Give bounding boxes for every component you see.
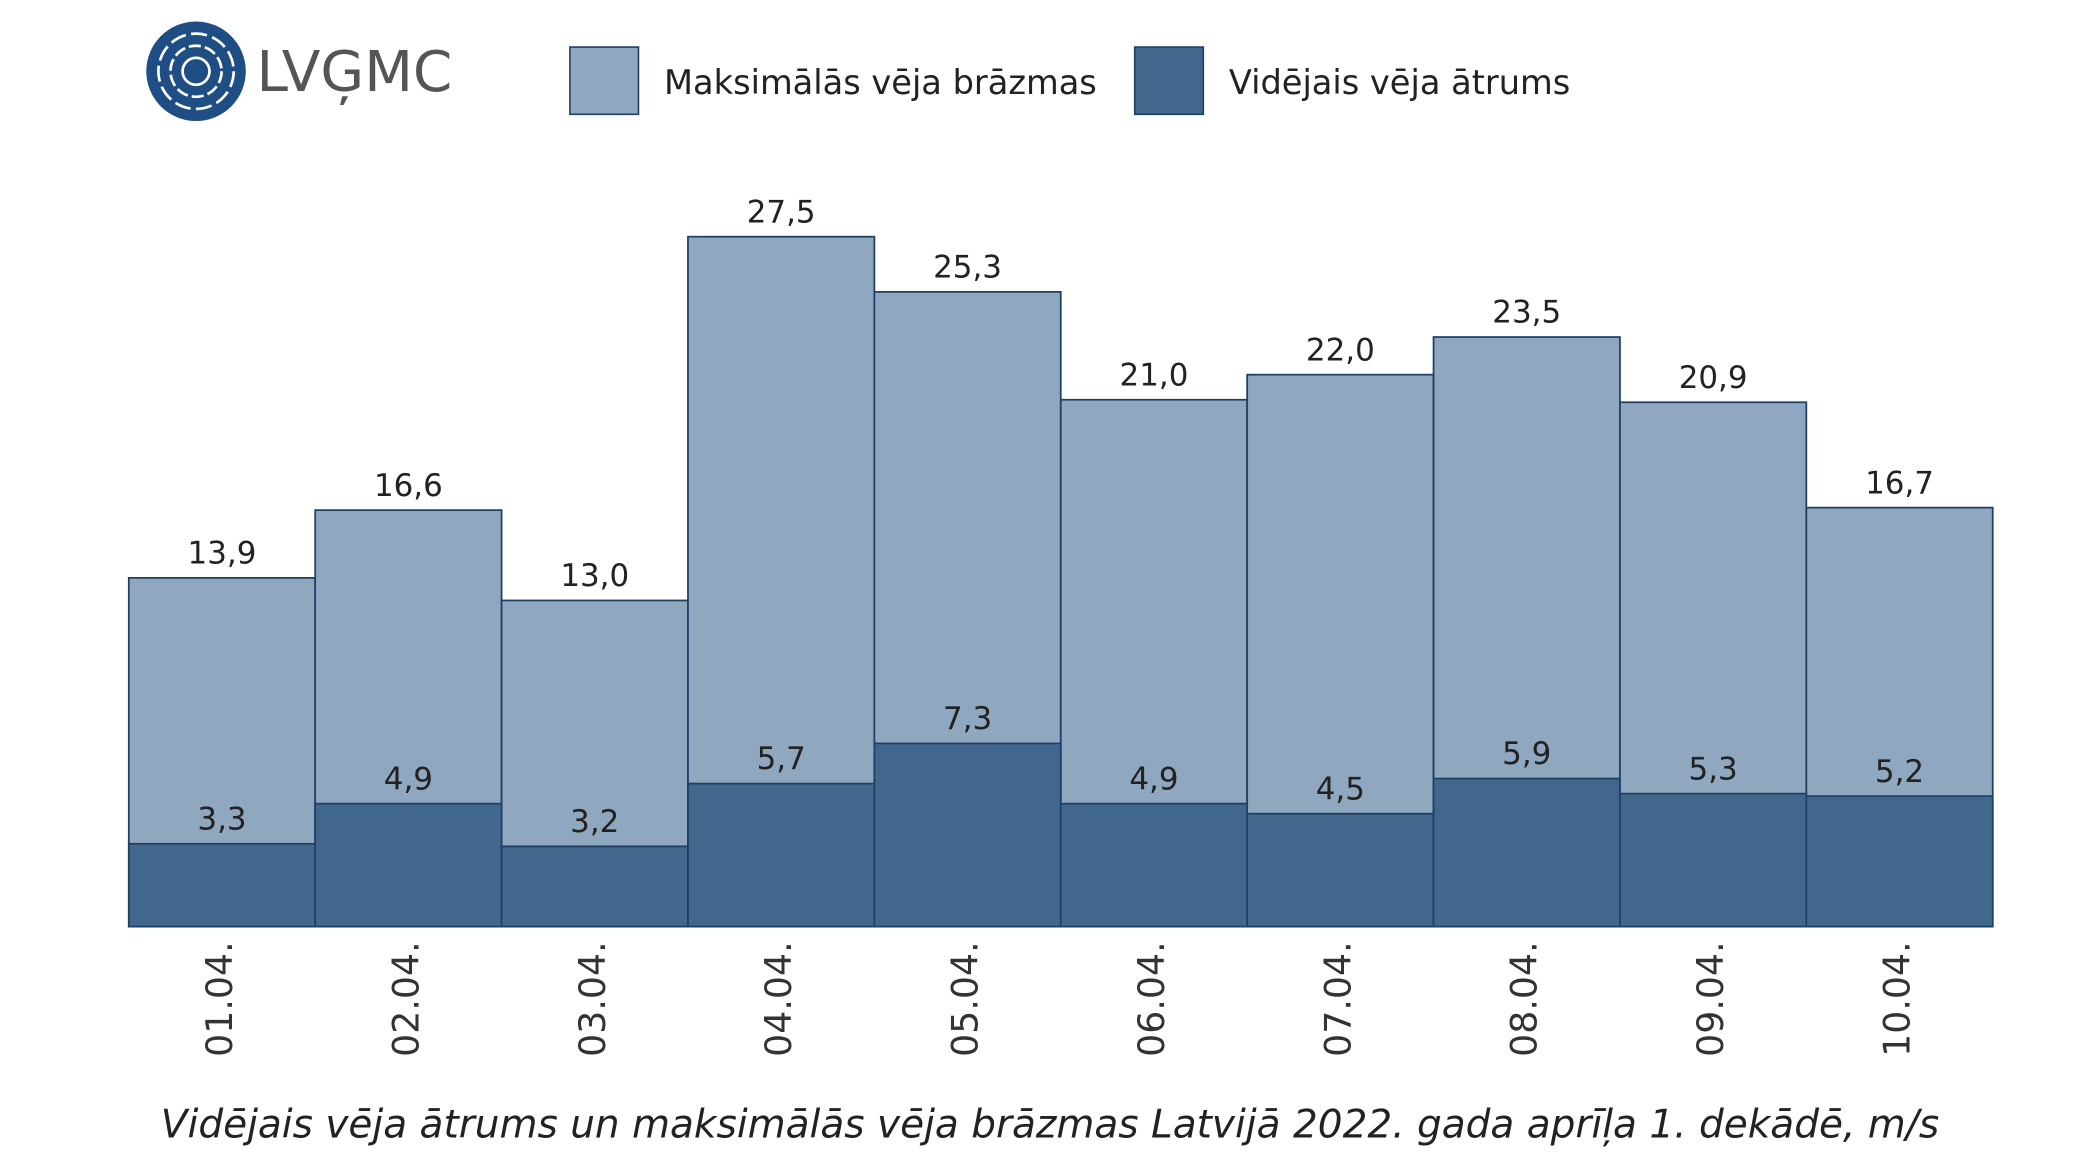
- legend-label: Maksimālās vēja brāzmas: [664, 63, 1097, 102]
- bar: [314, 802, 503, 928]
- logo-swirl: [169, 44, 223, 99]
- legend-swatch: [1133, 46, 1205, 116]
- logo-swirl: [157, 32, 236, 111]
- value-label: 4,9: [384, 761, 433, 797]
- bar: [873, 742, 1062, 928]
- value-label: 13,9: [188, 536, 257, 572]
- logo-swirl: [181, 56, 211, 87]
- x-tick-label: 05.04.: [944, 941, 987, 1056]
- value-label: 23,5: [1492, 295, 1561, 331]
- x-tick-label: 09.04.: [1689, 941, 1732, 1056]
- value-label: 16,7: [1865, 465, 1934, 501]
- value-label: 3,2: [570, 804, 619, 840]
- value-label: 20,9: [1679, 360, 1748, 396]
- legend-swatch: [569, 46, 640, 116]
- bar: [500, 845, 689, 928]
- x-tick-label: 03.04.: [571, 941, 614, 1056]
- value-label: 5,3: [1689, 751, 1738, 787]
- bar: [687, 782, 876, 928]
- chart-title: Vidējais vēja ātrums un maksimālās vēja …: [161, 1102, 1939, 1147]
- bar: [1246, 812, 1435, 928]
- bar: [1432, 777, 1621, 928]
- x-tick-label: 06.04.: [1130, 941, 1173, 1056]
- logo-icon: [146, 21, 246, 122]
- value-label: 27,5: [747, 194, 816, 230]
- value-label: 5,9: [1502, 736, 1551, 772]
- x-tick-label: 08.04.: [1503, 941, 1546, 1056]
- bar: [1059, 802, 1249, 928]
- value-label: 25,3: [933, 250, 1002, 286]
- logo: LVĢMC: [146, 21, 453, 122]
- value-label: 4,9: [1129, 761, 1178, 797]
- value-label: 5,2: [1875, 754, 1924, 790]
- x-tick-label: 07.04.: [1316, 941, 1359, 1056]
- value-label: 7,3: [943, 701, 992, 737]
- x-tick-label: 04.04.: [757, 941, 800, 1056]
- x-tick-label: 01.04.: [198, 941, 241, 1056]
- value-label: 5,7: [757, 741, 806, 777]
- value-label: 13,0: [560, 558, 629, 594]
- x-tick-label: 02.04.: [384, 941, 427, 1056]
- value-label: 22,0: [1306, 332, 1375, 368]
- value-label: 3,3: [197, 801, 246, 837]
- legend-label: Vidējais vēja ātrums: [1229, 63, 1570, 102]
- x-tick-label: 10.04.: [1876, 941, 1919, 1056]
- value-label: 16,6: [374, 468, 443, 504]
- bar: [1805, 795, 1994, 928]
- bar: [127, 842, 317, 928]
- bar: [1619, 792, 1808, 928]
- value-label: 21,0: [1120, 357, 1189, 393]
- value-label: 4,5: [1316, 771, 1365, 807]
- logo-text: LVĢMC: [257, 40, 453, 105]
